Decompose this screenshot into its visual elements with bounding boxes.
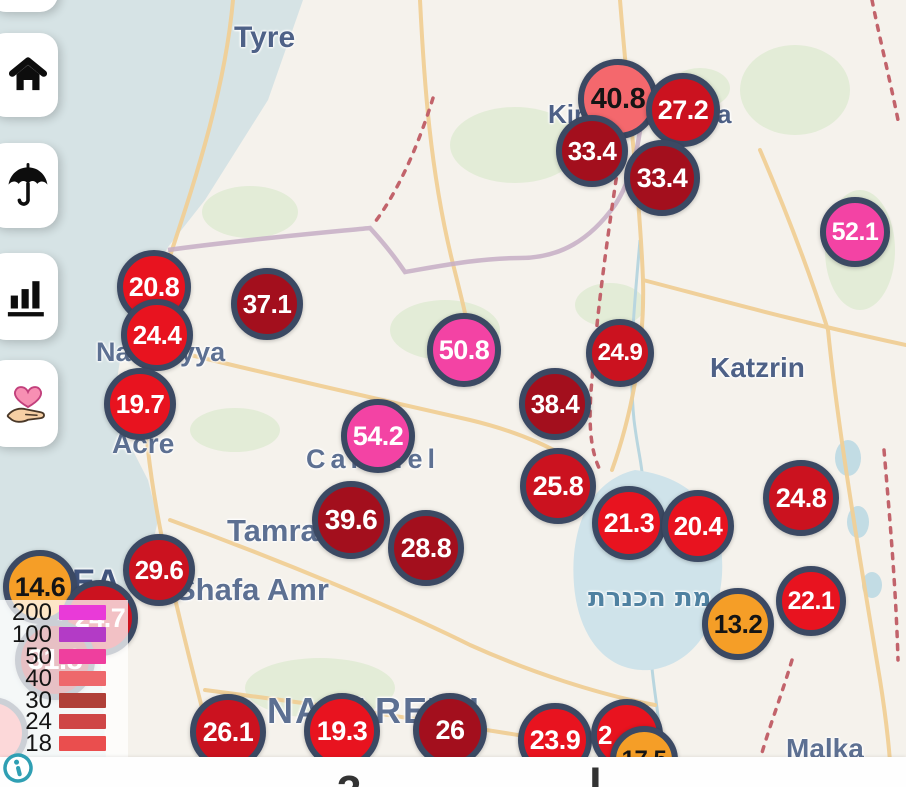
rain-bubble-value: 24.8 — [775, 482, 827, 513]
rain-bubble-value: 33.4 — [636, 162, 688, 193]
rain-bubble-value: 23.9 — [529, 724, 581, 755]
map-label-katzrin: Katzrin — [710, 352, 805, 383]
legend-row: 40 — [0, 664, 106, 692]
rain-bubble[interactable]: 52.1 — [820, 197, 890, 267]
legend-row: 24 — [0, 708, 106, 736]
rain-bubble-value: 26.1 — [202, 716, 254, 747]
rain-bubble-value: 28.8 — [400, 532, 452, 563]
rain-bubble-value: 24.9 — [597, 339, 643, 366]
rain-bubble-value: 27.2 — [657, 94, 709, 125]
rain-bubble[interactable]: 54.2 — [341, 399, 415, 473]
legend-color-swatch — [59, 605, 106, 621]
map-label-tamra: Tamra — [227, 513, 318, 548]
rain-bubble[interactable]: 29.6 — [123, 534, 195, 606]
rain-bubble[interactable]: 28.8 — [388, 510, 464, 586]
legend-row: 30 — [0, 686, 106, 714]
bottom-bar-partial-text-right: l — [589, 759, 602, 787]
legend-color-swatch — [59, 736, 106, 752]
info-icon — [3, 753, 33, 783]
rain-bubble[interactable]: 27.2 — [646, 73, 720, 147]
rain-bubble[interactable]: 24.9 — [586, 319, 654, 387]
rain-bubble[interactable]: 25.8 — [520, 448, 596, 524]
rain-bubble-value: 40.8 — [590, 82, 646, 115]
rain-bubble[interactable]: 20.4 — [662, 490, 734, 562]
rain-bubble[interactable]: 50.8 — [427, 313, 501, 387]
rain-bubble[interactable]: 21.3 — [592, 486, 666, 560]
legend-color-swatch — [59, 692, 106, 708]
legend-threshold-label: 50 — [25, 642, 52, 670]
legend-row: 18 — [0, 730, 106, 758]
rain-bubble-value: 54.2 — [352, 420, 404, 451]
legend-color-swatch — [59, 648, 106, 664]
legend-scale: 200 100 50 40 30 24 18 — [0, 599, 106, 758]
info-button[interactable] — [0, 747, 39, 787]
rain-bubble-value: 19.7 — [115, 388, 165, 419]
heart-hand-icon — [6, 385, 45, 423]
rain-bubble-value: 26 — [435, 714, 465, 745]
legend-threshold-label: 30 — [25, 686, 52, 714]
rain-bubble[interactable]: 13.2 — [702, 588, 774, 660]
rain-bubble[interactable]: 37.1 — [231, 268, 303, 340]
legend-threshold-label: 200 — [11, 599, 52, 627]
rain-bubble-value: 38.4 — [530, 388, 580, 419]
pond-shapes — [835, 440, 882, 598]
legend-threshold-label: 100 — [11, 621, 52, 649]
border-line-lebanon — [167, 129, 643, 275]
rain-bubble-value: 50.8 — [438, 334, 490, 365]
legend-threshold-label: 18 — [25, 730, 52, 758]
rain-bubble[interactable]: 39.6 — [312, 481, 390, 559]
rain-bubble[interactable]: 33.4 — [556, 115, 628, 187]
umbrella-icon — [8, 162, 48, 206]
rain-bubble[interactable]: 33.4 — [624, 140, 700, 216]
sidebar-button-partial[interactable] — [0, 0, 58, 12]
rain-bubble-value: 20.4 — [673, 510, 723, 541]
rain-bubble[interactable]: 19.3 — [304, 693, 380, 769]
rain-bubble-value: 19.3 — [316, 715, 368, 746]
rain-bubble[interactable]: 38.4 — [519, 368, 591, 440]
rain-layer-button[interactable] — [0, 143, 58, 228]
rain-bubble[interactable]: 24.4 — [121, 299, 193, 371]
rain-bubble[interactable]: 19.7 — [104, 368, 176, 440]
rain-bubble-value: 24.4 — [132, 319, 182, 350]
legend-color-swatch — [59, 627, 106, 643]
rain-bubble-value: 39.6 — [324, 504, 378, 535]
bottom-bar-partial-text-left: 3 — [337, 770, 361, 787]
home-button[interactable] — [0, 33, 58, 117]
legend-row: 100 — [0, 621, 106, 649]
legend-threshold-label: 24 — [25, 708, 52, 736]
donate-button[interactable] — [0, 360, 58, 447]
rain-bubble-value: 21.3 — [603, 507, 655, 538]
map-label-shafa-amr: Shafa Amr — [175, 572, 329, 607]
rain-bubble-value: 37.1 — [242, 288, 292, 319]
rain-bubble-value: 13.2 — [713, 608, 763, 639]
rain-bubble-value: 20.8 — [128, 271, 180, 302]
legend-threshold-label: 40 — [25, 664, 52, 692]
rain-bubble-value: 25.8 — [532, 470, 584, 501]
map-label-lake-kinneret: מת הכנרת — [588, 583, 712, 613]
rain-bubble-value: 2 — [598, 719, 612, 750]
legend-color-swatch — [59, 714, 106, 730]
legend-row: 200 — [0, 599, 106, 627]
home-icon — [8, 57, 48, 91]
statistics-button[interactable] — [0, 253, 58, 340]
rain-bubble[interactable]: 22.1 — [776, 566, 846, 636]
map-label-tyre: Tyre — [234, 21, 296, 54]
rain-bubble[interactable]: 26 — [413, 693, 487, 767]
rain-bubble-value: 14.6 — [14, 571, 66, 602]
bottom-bar — [0, 757, 906, 787]
rain-bubble-value: 33.4 — [567, 135, 617, 166]
rain-bubble-value: 29.6 — [134, 554, 184, 585]
legend-color-swatch — [59, 670, 106, 686]
rain-bubble-value: 22.1 — [787, 586, 835, 615]
rain-bubble[interactable]: 24.8 — [763, 460, 839, 536]
bar-chart-icon — [7, 280, 44, 316]
rain-bubble-value: 52.1 — [831, 217, 879, 246]
legend-row: 50 — [0, 642, 106, 670]
